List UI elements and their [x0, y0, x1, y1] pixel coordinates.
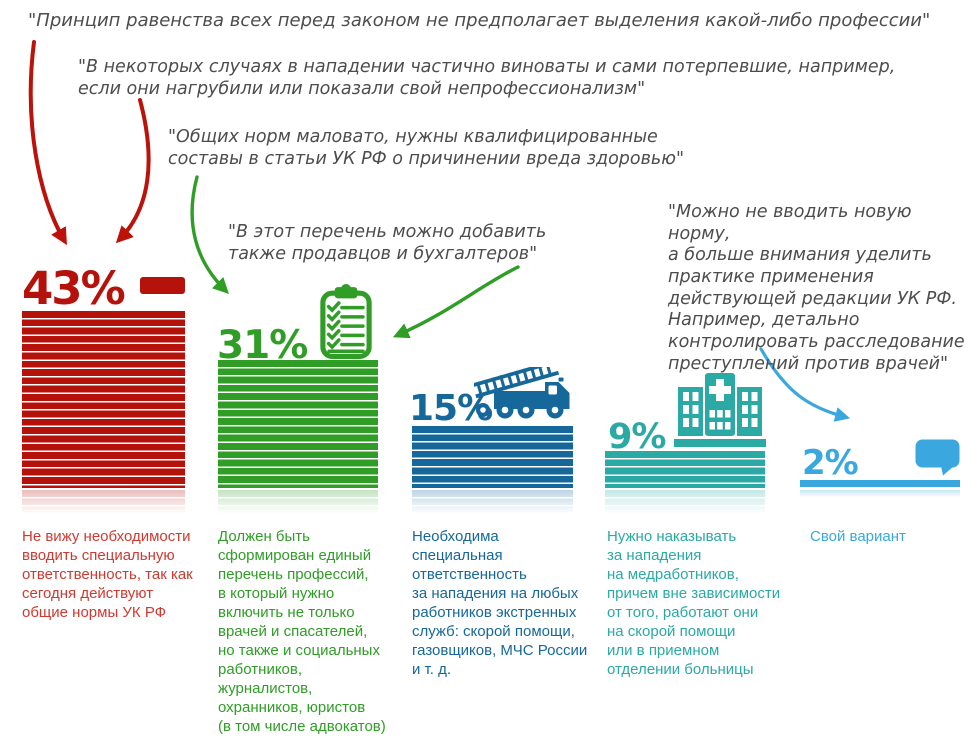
bar-caption: Должен быть сформирован единый перечень … — [218, 528, 386, 735]
quote-3: "Общих норм маловато, нужны квалифициров… — [168, 127, 685, 169]
quote-2: "В некоторых случаях в нападении частичн… — [78, 57, 896, 99]
bar-value-label: 43% — [22, 262, 126, 315]
bar-value-label: 31% — [217, 323, 308, 368]
arrow-red-1 — [28, 40, 67, 246]
bar-fill — [605, 451, 765, 488]
bar-reflection — [605, 490, 765, 515]
quote-5: "Можно не вводить новую норму, а больше … — [668, 202, 965, 374]
fire-truck-icon — [474, 367, 570, 419]
bar-reflection — [22, 490, 185, 515]
bar-value-label: 9% — [608, 417, 666, 457]
bar-fill — [218, 360, 378, 488]
bar-caption: Нужно наказывать за нападения на медрабо… — [607, 528, 781, 678]
quote-1: "Принцип равенства всех перед законом не… — [28, 10, 931, 31]
bar-caption: Свой вариант — [810, 528, 906, 545]
speech-bubble-icon — [915, 439, 960, 476]
arrow-green-2 — [392, 265, 520, 339]
bar-fill — [22, 311, 185, 488]
bar-fill — [800, 480, 960, 488]
quote-4: "В этот перечень можно добавить также пр… — [228, 222, 547, 264]
bar-fill — [412, 426, 573, 488]
bar-reflection — [412, 490, 573, 515]
bar-caption: Не вижу необходимости вводить специальну… — [22, 528, 193, 621]
bar-reflection — [218, 490, 378, 515]
checklist-icon — [320, 284, 372, 359]
arrow-green-1 — [190, 175, 229, 294]
bar-reflection — [800, 490, 960, 498]
hospital-icon — [674, 373, 766, 447]
arrow-red-2 — [115, 98, 151, 244]
bar-caption: Необходима специальная ответственность з… — [412, 528, 588, 678]
bar-value-label: 2% — [802, 443, 859, 483]
minus-icon — [140, 277, 185, 294]
